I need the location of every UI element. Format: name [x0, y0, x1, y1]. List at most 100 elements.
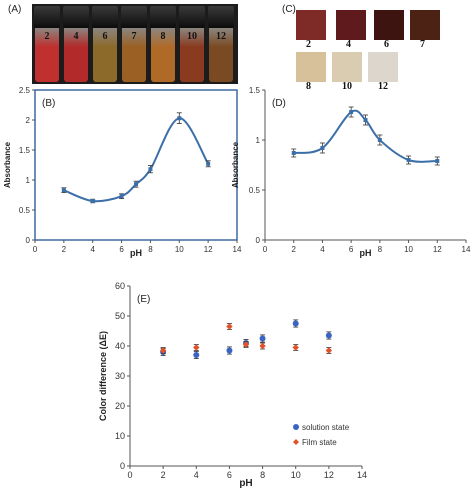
- data-point: [325, 332, 332, 339]
- swatch: [374, 10, 404, 40]
- y-tick-label: 40: [115, 341, 125, 351]
- y-tick-label: 30: [115, 371, 125, 381]
- vial-cap: [208, 6, 234, 28]
- swatch: [296, 52, 326, 82]
- vial: [151, 28, 175, 82]
- x-tick-label: 14: [357, 470, 367, 480]
- vial-label: 7: [131, 31, 137, 42]
- x-tick-label: 12: [433, 245, 442, 254]
- x-tick-label: 14: [233, 245, 242, 254]
- legend-marker: [293, 439, 299, 445]
- vial-cap: [121, 6, 147, 28]
- data-point: [61, 188, 66, 193]
- film-swatches: 2 4 6 7 8 10 12: [292, 8, 442, 92]
- chart-frame: [34, 89, 238, 241]
- y-tick-label: 20: [115, 401, 125, 411]
- x-tick-label: 6: [227, 470, 232, 480]
- y-tick-label: 0: [256, 236, 261, 245]
- vial-cap: [92, 6, 118, 28]
- x-axis-label: pH: [360, 248, 372, 258]
- data-point: [291, 151, 296, 155]
- x-tick-label: 8: [148, 245, 153, 254]
- vial-label: 10: [187, 31, 197, 42]
- series-line: [63, 117, 210, 203]
- panel-letter: (E): [137, 294, 150, 305]
- data-point: [259, 335, 266, 342]
- swatch: [332, 52, 362, 82]
- vial-label: 4: [73, 31, 79, 42]
- data-point: [206, 161, 211, 166]
- vial-cap: [150, 6, 176, 28]
- data-point: [193, 344, 200, 351]
- panel-letter: (D): [272, 98, 286, 109]
- x-tick-label: 2: [291, 245, 296, 254]
- x-tick-label: 12: [204, 245, 213, 254]
- x-tick-label: 14: [462, 245, 471, 254]
- vial-label: 2: [44, 31, 50, 42]
- data-point: [435, 159, 440, 163]
- swatch-label: 2: [306, 39, 311, 50]
- y-tick-label: 50: [115, 311, 125, 321]
- panel-letter: (B): [42, 98, 55, 109]
- data-point: [193, 352, 200, 358]
- y-axis-label: Absorbance: [3, 141, 12, 188]
- legend-marker: [293, 424, 299, 430]
- vial: [122, 28, 146, 82]
- y-axis-label: Absorbance: [231, 141, 240, 188]
- data-point: [148, 167, 153, 172]
- x-tick-label: 4: [194, 470, 199, 480]
- y-tick-label: 0: [120, 461, 125, 471]
- swatch-label: 8: [306, 81, 311, 92]
- x-tick-label: 8: [260, 470, 265, 480]
- y-tick-label: 0.5: [19, 206, 31, 215]
- y-tick-label: 1.5: [19, 146, 31, 155]
- x-tick-label: 0: [127, 470, 132, 480]
- series-line: [293, 109, 438, 163]
- vial-cap: [179, 6, 205, 28]
- vial-label: 8: [160, 31, 166, 42]
- vial-cap: [63, 6, 89, 28]
- x-tick-label: 6: [349, 245, 354, 254]
- x-tick-label: 8: [378, 245, 383, 254]
- x-tick-label: 2: [161, 470, 166, 480]
- swatch-label: 4: [346, 39, 351, 50]
- vial: [35, 28, 59, 82]
- swatch: [368, 52, 398, 82]
- data-point: [90, 199, 95, 203]
- y-tick-label: 1.5: [249, 86, 261, 95]
- data-point: [177, 116, 182, 121]
- swatch: [296, 10, 326, 40]
- y-tick-label: 1: [256, 136, 261, 145]
- data-point: [406, 158, 411, 162]
- x-tick-label: 10: [404, 245, 413, 254]
- swatch-label: 6: [384, 39, 389, 50]
- data-point: [226, 323, 233, 330]
- y-tick-label: 2.5: [19, 86, 31, 95]
- swatch-label: 7: [420, 39, 425, 50]
- vial: [64, 28, 88, 82]
- data-point: [134, 182, 138, 187]
- legend-label: Film state: [302, 438, 337, 447]
- vial-label: 6: [102, 31, 108, 42]
- vial: [180, 28, 204, 82]
- data-point: [325, 347, 333, 354]
- swatch: [410, 10, 440, 40]
- legend-label: solution state: [302, 423, 350, 432]
- vial: [93, 28, 117, 82]
- x-tick-label: 2: [62, 245, 67, 254]
- vial-photo: 2 4 6 7 8 10 12: [32, 4, 238, 84]
- x-tick-label: 12: [324, 470, 334, 480]
- vial: [209, 28, 233, 82]
- x-tick-label: 0: [33, 245, 38, 254]
- x-tick-label: 10: [175, 245, 184, 254]
- data-point: [119, 194, 124, 199]
- swatch: [336, 10, 366, 40]
- x-tick-label: 4: [90, 245, 95, 254]
- y-tick-label: 1: [26, 176, 31, 185]
- data-point: [259, 342, 266, 350]
- data-point: [363, 118, 368, 122]
- panel-a-letter: (A): [8, 4, 22, 15]
- x-tick-label: 4: [320, 245, 325, 254]
- panel-c-letter: (C): [282, 4, 296, 15]
- data-point: [226, 347, 233, 354]
